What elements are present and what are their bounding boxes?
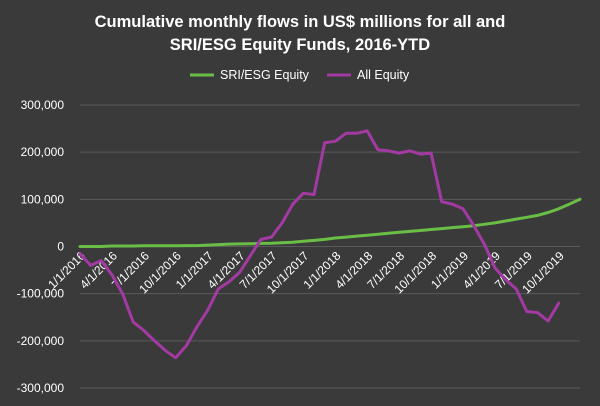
chart-title-line-1: Cumulative monthly flows in US$ millions… [95, 13, 506, 31]
y-tick-label: -100,000 [17, 287, 65, 301]
y-tick-label: 0 [57, 240, 64, 254]
y-tick-label: 100,000 [21, 192, 65, 206]
y-tick-label: -300,000 [17, 381, 65, 395]
y-axis: 300,000 200,000 100,000 0 -100,000 -200,000 -3… [17, 98, 65, 395]
chart-title: Cumulative monthly flows in US$ millions… [95, 13, 506, 54]
y-tick-label: 300,000 [21, 98, 65, 112]
series-layer [78, 129, 582, 360]
chart-title-line-2: SRI/ESG Equity Funds, 2016-YTD [170, 36, 430, 54]
legend-label: SRI/ESG Equity [220, 68, 310, 82]
legend: SRI/ESG Equity All Equity [190, 68, 410, 82]
series-line-sri-esg-equity [78, 197, 582, 248]
legend-label: All Equity [357, 68, 410, 82]
y-tick-label: -200,000 [17, 334, 65, 348]
series-line-all-equity [78, 129, 561, 360]
y-tick-label: 200,000 [21, 145, 65, 159]
